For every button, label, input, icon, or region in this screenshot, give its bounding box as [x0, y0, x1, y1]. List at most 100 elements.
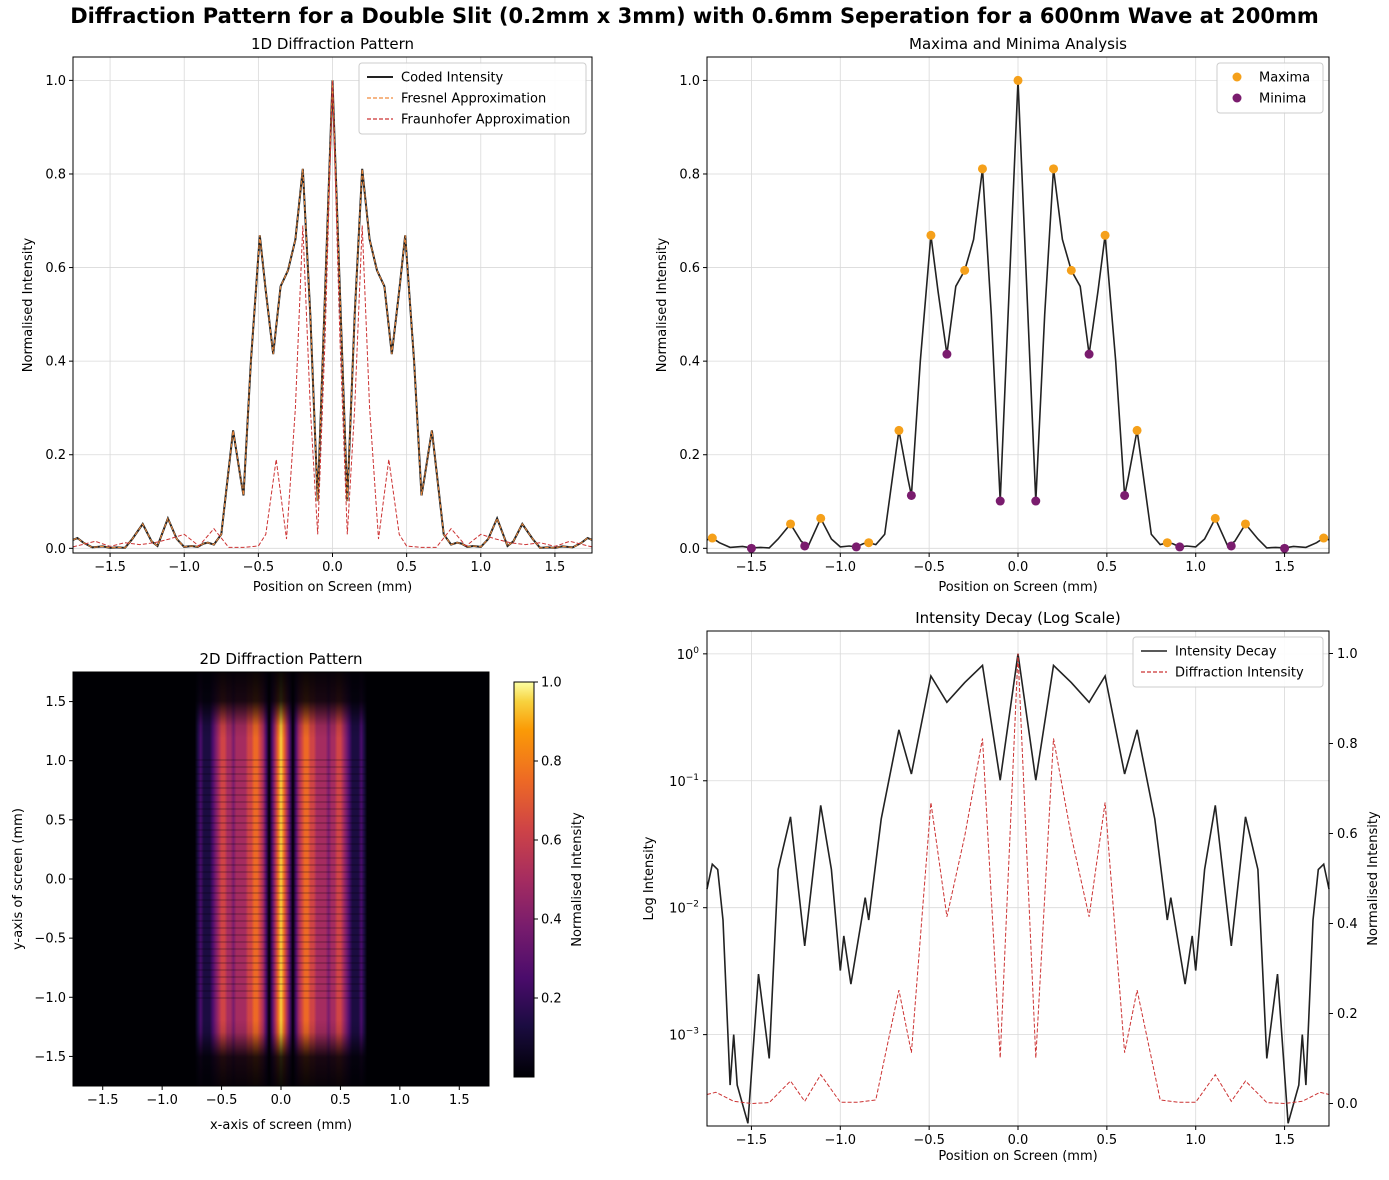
p2-ylabel: Normalised Intensity: [655, 238, 670, 373]
figure-title: Diffraction Pattern for a Double Slit (0…: [70, 4, 1319, 28]
maxima-point: [816, 513, 826, 523]
p1-x-tick-label: −1.5: [94, 560, 126, 575]
p1-x-tick-label: 0.0: [322, 560, 343, 575]
colorbar: [513, 681, 535, 1078]
p2-legend-label: Maxima: [1259, 71, 1310, 86]
p2-y-tick-label: 0.0: [679, 542, 700, 557]
p4-xlabel: Position on Screen (mm): [938, 1149, 1097, 1164]
maxima-point: [1132, 425, 1142, 435]
minima-point: [1084, 349, 1094, 359]
p4-legend-label: Diffraction Intensity: [1175, 666, 1304, 681]
p2-x-tick-label: 1.5: [1274, 560, 1295, 575]
p3-x-tick-label: 0.5: [330, 1093, 351, 1108]
minima-point: [800, 541, 810, 551]
p4-x-tick-label: 0.5: [1097, 1133, 1118, 1148]
colorbar-label: Normalised Intensity: [570, 812, 585, 947]
maxima-point: [1162, 538, 1172, 548]
p3-ylabel: y-axis of screen (mm): [11, 808, 26, 950]
p3-y-tick-label: 0.0: [45, 873, 66, 888]
p1-legend-label: Coded Intensity: [401, 71, 504, 86]
p4-x-tick-label: −1.0: [824, 1133, 856, 1148]
p3-x-tick-label: 1.0: [390, 1093, 411, 1108]
maxima-point: [864, 538, 874, 548]
colorbar-tick-label: 0.8: [541, 755, 562, 770]
p2-x-tick-label: −1.5: [736, 560, 768, 575]
p2-y-tick-label: 1.0: [679, 74, 700, 89]
p2-x-tick-label: 0.0: [1008, 560, 1029, 575]
p2-x-tick-label: 1.0: [1185, 560, 1206, 575]
p3-x-tick-label: −0.5: [206, 1093, 238, 1108]
p4-y-tick-label: 100: [677, 646, 700, 663]
p2-y-tick-label: 0.8: [679, 167, 700, 182]
p4-yright-tick-label: 0.6: [1337, 827, 1358, 842]
p3-x-tick-label: −1.5: [87, 1093, 119, 1108]
p4-yright-tick-label: 1.0: [1337, 647, 1358, 662]
maxima-point: [1049, 164, 1059, 174]
p4-ylabel-right: Normalised Intensity: [1366, 811, 1381, 946]
p1-y-tick-label: 0.8: [45, 167, 66, 182]
p1-xlabel: Position on Screen (mm): [253, 580, 412, 595]
p1-y-tick-label: 0.2: [45, 448, 66, 463]
maxima-point: [1100, 230, 1110, 240]
p1-legend-label: Fresnel Approximation: [401, 92, 546, 107]
p4-yright-tick-label: 0.2: [1337, 1007, 1358, 1022]
p3-xlabel: x-axis of screen (mm): [210, 1118, 352, 1133]
p4-x-tick-label: 0.0: [1008, 1133, 1029, 1148]
minima-point: [1120, 490, 1130, 500]
p2-title: Maxima and Minima Analysis: [909, 35, 1127, 53]
minima-point: [851, 542, 861, 552]
maxima-point: [1066, 265, 1076, 275]
colorbar-tick-label: 1.0: [541, 676, 562, 691]
colorbar-tick-label: 0.2: [541, 992, 562, 1007]
colorbar-tick-label: 0.4: [541, 913, 562, 928]
p4-x-tick-label: −1.5: [736, 1133, 768, 1148]
p1-y-tick-label: 0.4: [45, 355, 66, 370]
p2-x-tick-label: −0.5: [913, 560, 945, 575]
maxima-point: [1240, 519, 1250, 529]
p4-y-tick-label: 10−3: [669, 1027, 699, 1044]
p4-x-tick-label: 1.0: [1185, 1133, 1206, 1148]
p1-x-tick-label: −1.0: [168, 560, 200, 575]
minima-point: [1031, 496, 1041, 506]
p2-legend-marker: [1232, 93, 1242, 103]
p4-legend-label: Intensity Decay: [1175, 645, 1277, 660]
p3-title: 2D Diffraction Pattern: [200, 650, 363, 668]
p3-y-tick-label: 1.0: [45, 754, 66, 769]
p4-y-tick-label: 10−1: [669, 773, 699, 790]
maxima-point: [926, 230, 936, 240]
p2-y-tick-label: 0.6: [679, 261, 700, 276]
p3-y-tick-label: −0.5: [34, 932, 66, 947]
p2-y-tick-label: 0.4: [679, 355, 700, 370]
diffraction-intensity-line: [706, 653, 1330, 1105]
p1-x-tick-label: 1.5: [545, 560, 566, 575]
p1-y-tick-label: 1.0: [45, 74, 66, 89]
p4-y-tick-label: 10−2: [669, 900, 699, 917]
minima-point: [995, 496, 1005, 506]
p3-y-tick-label: −1.0: [34, 991, 66, 1006]
p3-x-tick-label: 0.0: [271, 1093, 292, 1108]
maxima-point: [894, 425, 904, 435]
p4-yright-tick-label: 0.0: [1337, 1097, 1358, 1112]
p2-y-tick-label: 0.2: [679, 448, 700, 463]
maxima-point: [1319, 533, 1329, 543]
colorbar-tick-label: 0.6: [541, 834, 562, 849]
p1-y-tick-label: 0.6: [45, 261, 66, 276]
p4-title: Intensity Decay (Log Scale): [915, 609, 1121, 627]
maxima-point: [960, 265, 970, 275]
p2-legend-label: Minima: [1259, 92, 1306, 107]
heatmap-edge-fade: [73, 672, 489, 1086]
fraunhofer-approximation-line: [72, 80, 593, 548]
maxima-point: [977, 164, 987, 174]
p2-legend-box: [1216, 62, 1324, 114]
p1-ylabel: Normalised Intensity: [21, 238, 36, 373]
p4-x-tick-label: −0.5: [913, 1133, 945, 1148]
minima-point: [942, 349, 952, 359]
p4-yright-tick-label: 0.8: [1337, 737, 1358, 752]
p3-y-tick-label: −1.5: [34, 1050, 66, 1065]
p1-x-tick-label: 1.0: [470, 560, 491, 575]
p2-x-tick-label: 0.5: [1097, 560, 1118, 575]
minima-point: [906, 490, 916, 500]
maxima-point: [1013, 75, 1023, 85]
minima-point: [1280, 543, 1290, 553]
